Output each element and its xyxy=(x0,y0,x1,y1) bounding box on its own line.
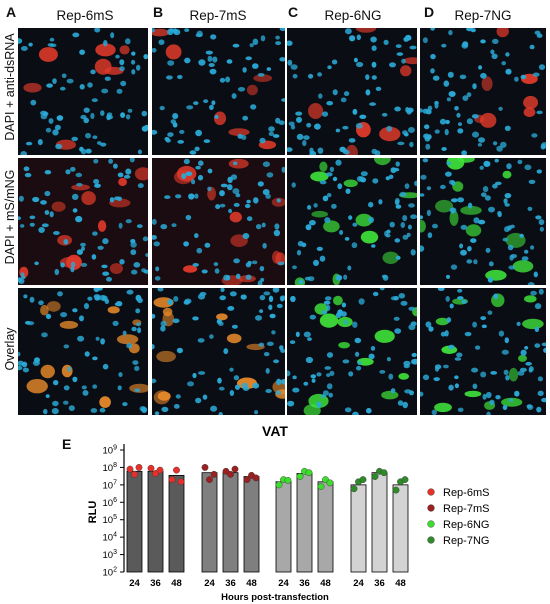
bar-rep-7ng-48 xyxy=(392,484,409,573)
panel-letter-b: B xyxy=(153,4,164,20)
x-tick-label: 36 xyxy=(299,578,310,589)
y-tick-label: 107 xyxy=(103,479,118,491)
data-point xyxy=(156,466,164,474)
y-tick-label: 105 xyxy=(103,514,118,526)
data-point xyxy=(243,476,251,484)
y-tick-label: 108 xyxy=(103,462,118,474)
data-point xyxy=(401,476,409,484)
legend-marker-rep-6ms xyxy=(427,488,435,496)
y-tick-label: 104 xyxy=(103,532,118,544)
x-tick-label: 36 xyxy=(374,578,385,589)
row-label-anti-dsrna: DAPI + anti-dsRNA xyxy=(3,33,17,141)
data-point xyxy=(296,473,304,480)
panel-letter-c: C xyxy=(288,4,299,20)
data-point xyxy=(350,485,358,493)
data-point xyxy=(201,464,209,471)
micrograph-rep-6ms-overlay xyxy=(18,288,148,415)
micrograph-rep-7ms-dsrna xyxy=(152,28,285,155)
bar-rep-7ms-48 xyxy=(243,476,260,573)
x-tick-label: 36 xyxy=(150,578,161,589)
micrograph-rep-6ng-dsrna xyxy=(287,28,417,155)
legend-label-rep-7ms: Rep-7mS xyxy=(443,503,489,515)
panel-letter-e: E xyxy=(62,436,72,452)
col-title-rep-7ng: Rep-7NG xyxy=(454,8,512,23)
micrograph-rep-6ng-reporter xyxy=(287,158,417,285)
micrograph-rep-6ms-reporter xyxy=(18,158,148,285)
data-point xyxy=(227,470,234,478)
x-axis-label: Hours post-transfection xyxy=(221,592,329,603)
x-tick-label: 24 xyxy=(204,578,215,589)
micrograph-rep-7ms-reporter xyxy=(152,158,285,285)
data-point xyxy=(126,465,134,473)
bar-rep-6ng-24 xyxy=(275,481,292,573)
bar-rep-7ng-24 xyxy=(350,484,367,573)
col-title-rep-7ms: Rep-7mS xyxy=(189,8,247,23)
y-tick-label: 106 xyxy=(103,497,118,509)
data-point xyxy=(173,466,180,474)
data-point xyxy=(252,474,260,482)
y-tick-label: 102 xyxy=(103,567,118,579)
data-point xyxy=(177,478,185,486)
data-point xyxy=(275,481,283,489)
bar-rep-6ng-48 xyxy=(317,481,334,573)
bar-rep-7ms-24 xyxy=(201,472,218,573)
y-tick-label: 103 xyxy=(103,549,118,561)
y-tick-label: 109 xyxy=(103,445,118,457)
micrograph-rep-7ms-overlay xyxy=(152,288,285,415)
x-tick-label: 48 xyxy=(320,578,331,589)
y-axis-label: RLU xyxy=(87,501,99,524)
legend-label-rep-7ng: Rep-7NG xyxy=(443,535,489,547)
chart-title: VAT xyxy=(262,423,288,439)
bar-rep-6ms-24 xyxy=(126,470,143,573)
micrograph-rep-7ng-dsrna xyxy=(420,28,546,155)
data-point xyxy=(326,479,334,487)
micrograph-rep-6ms-dsrna xyxy=(18,28,148,155)
micrograph-rep-6ng-overlay xyxy=(287,288,417,415)
data-point xyxy=(305,469,313,477)
panel-letter-a: A xyxy=(6,4,17,20)
data-point xyxy=(371,473,379,480)
row-label-overlay: Overlay xyxy=(3,327,17,371)
col-title-rep-6ng: Rep-6NG xyxy=(324,8,382,23)
data-point xyxy=(131,470,138,478)
legend-label-rep-6ng: Rep-6NG xyxy=(443,519,489,531)
data-point xyxy=(359,476,367,484)
data-point xyxy=(392,486,400,494)
row-label-ms-mng: DAPI + mS/mNG xyxy=(3,169,17,265)
data-point xyxy=(135,464,143,471)
x-tick-label: 24 xyxy=(278,578,289,589)
x-tick-label: 48 xyxy=(246,578,257,589)
micrograph-rep-7ng-reporter xyxy=(420,158,546,285)
data-point xyxy=(206,476,213,484)
panel-letter-d: D xyxy=(424,4,435,20)
legend-marker-rep-7ng xyxy=(427,536,435,544)
x-tick-label: 48 xyxy=(395,578,406,589)
data-point xyxy=(380,469,388,477)
data-point xyxy=(168,476,176,484)
rlu-bar-chart: VAT 102 103 104 105 106 107 108 109 RLU 24 36 48 24 36… xyxy=(87,423,489,603)
legend-marker-rep-7ms xyxy=(427,504,435,512)
bar-rep-7ng-36 xyxy=(371,472,388,573)
x-tick-label: 36 xyxy=(225,578,236,589)
micrograph-rep-7ng-overlay xyxy=(420,288,546,415)
data-point xyxy=(210,470,218,478)
data-point xyxy=(231,465,239,473)
bar-rep-7ms-36 xyxy=(222,472,239,573)
x-tick-label: 48 xyxy=(171,578,182,589)
legend-marker-rep-6ng xyxy=(427,520,435,528)
x-tick-label: 24 xyxy=(129,578,140,589)
bar-rep-6ms-48 xyxy=(168,474,185,573)
data-point xyxy=(284,477,292,484)
bar-rep-6ng-36 xyxy=(296,473,313,573)
x-tick-label: 24 xyxy=(353,578,364,589)
legend-label-rep-6ms: Rep-6mS xyxy=(443,487,489,499)
col-title-rep-6ms: Rep-6mS xyxy=(56,8,114,23)
bar-rep-6ms-36 xyxy=(147,470,164,573)
data-point xyxy=(147,464,155,472)
data-point xyxy=(317,483,325,490)
